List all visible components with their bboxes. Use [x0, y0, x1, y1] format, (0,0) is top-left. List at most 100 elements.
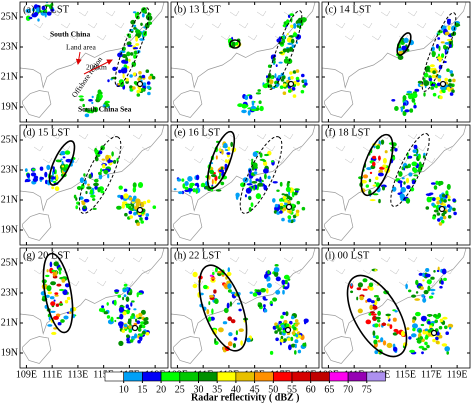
map — [171, 125, 319, 245]
radar-echo — [117, 83, 121, 86]
hainan-island — [324, 90, 354, 118]
radar-echo — [51, 331, 57, 335]
radar-echo — [447, 323, 454, 328]
radar-echo — [412, 319, 416, 323]
radar-echo — [288, 344, 292, 351]
radar-echo — [438, 222, 443, 226]
radar-echo — [415, 291, 419, 294]
border-line — [114, 145, 125, 152]
radar-echo — [444, 42, 450, 45]
radar-echo — [393, 328, 399, 333]
radar-echo — [420, 323, 425, 327]
x-axis-label: 117E — [421, 369, 442, 380]
border-line — [362, 22, 373, 29]
border-line — [256, 133, 267, 140]
radar-echo — [218, 148, 222, 152]
radar-echo — [30, 172, 37, 177]
radar-echo — [50, 8, 55, 12]
radar-echo — [126, 51, 131, 57]
radar-echo — [365, 319, 372, 325]
radar-echo — [455, 23, 461, 27]
radar-echo — [126, 41, 132, 46]
colorbar-label: Radar reflectivity ( dBZ ) — [191, 392, 300, 403]
radar-echo — [57, 267, 63, 271]
radar-echo — [44, 4, 50, 7]
border-line — [256, 256, 267, 263]
radar-echo — [427, 333, 432, 337]
map — [322, 248, 470, 368]
radar-echo — [446, 183, 451, 190]
radar-echo — [444, 77, 448, 82]
y-axis-label: 25N — [1, 257, 18, 268]
hainan-island — [22, 90, 52, 118]
radar-echo — [451, 89, 455, 93]
radar-echo — [289, 71, 293, 75]
y-axis-label: 19N — [1, 347, 18, 358]
radar-echo — [282, 195, 287, 200]
radar-echo — [441, 343, 448, 347]
radar-echo — [97, 187, 101, 193]
border-line — [335, 268, 346, 275]
radar-echo — [28, 16, 33, 20]
radar-echo — [229, 301, 233, 307]
radar-echo — [248, 207, 252, 212]
radar-echo — [443, 210, 447, 215]
radar-echo — [151, 75, 156, 80]
radar-echo — [248, 169, 252, 174]
radar-echo — [240, 340, 243, 346]
radar-echo — [46, 164, 51, 170]
radar-echo — [293, 80, 297, 85]
border-line — [238, 145, 249, 152]
radar-echo — [275, 64, 278, 67]
radar-echo — [409, 108, 414, 113]
radar-echo — [126, 337, 130, 342]
radar-echo — [257, 105, 259, 108]
radar-echo — [449, 326, 452, 330]
radar-echo — [436, 200, 440, 205]
radar-echo — [235, 192, 240, 198]
radar-echo — [292, 70, 297, 74]
border-line — [175, 256, 186, 263]
radar-echo — [282, 24, 287, 28]
radar-echo — [372, 193, 379, 196]
radar-echo — [100, 91, 103, 95]
x-axis-label: 113E — [68, 369, 89, 380]
radar-echo — [259, 158, 266, 161]
radar-echo — [287, 181, 291, 184]
radar-echo — [211, 178, 214, 185]
x-axis-label: 115E — [93, 369, 114, 380]
border-line — [434, 256, 445, 263]
typhoon-center — [287, 80, 295, 88]
border-line — [123, 157, 134, 164]
border-line — [335, 145, 346, 152]
radar-echo — [434, 319, 438, 324]
radar-echo — [207, 316, 212, 322]
radar-echo — [452, 207, 456, 212]
radar-echo — [81, 200, 85, 203]
radar-echo — [290, 76, 294, 80]
radar-echo — [51, 176, 56, 180]
radar-echo — [215, 267, 218, 273]
radar-echo — [272, 181, 278, 184]
radar-echo — [274, 73, 277, 79]
radar-echo — [248, 196, 252, 201]
radar-echo — [279, 181, 283, 187]
radar-echo — [287, 282, 290, 289]
radar-echo — [283, 320, 288, 324]
radar-echo — [103, 169, 109, 175]
radar-echo — [368, 282, 374, 288]
radar-echo — [268, 79, 274, 85]
radar-echo — [290, 24, 294, 28]
radar-echo — [278, 36, 282, 43]
radar-echo — [294, 339, 299, 344]
radar-echo — [414, 298, 420, 301]
radar-echo — [52, 166, 55, 170]
radar-echo — [350, 283, 353, 287]
radar-echo — [217, 270, 223, 274]
radar-echo — [130, 302, 133, 307]
radar-echo — [406, 327, 410, 330]
radar-echo — [426, 344, 430, 349]
border-line — [184, 22, 195, 29]
radar-echo — [195, 174, 200, 181]
